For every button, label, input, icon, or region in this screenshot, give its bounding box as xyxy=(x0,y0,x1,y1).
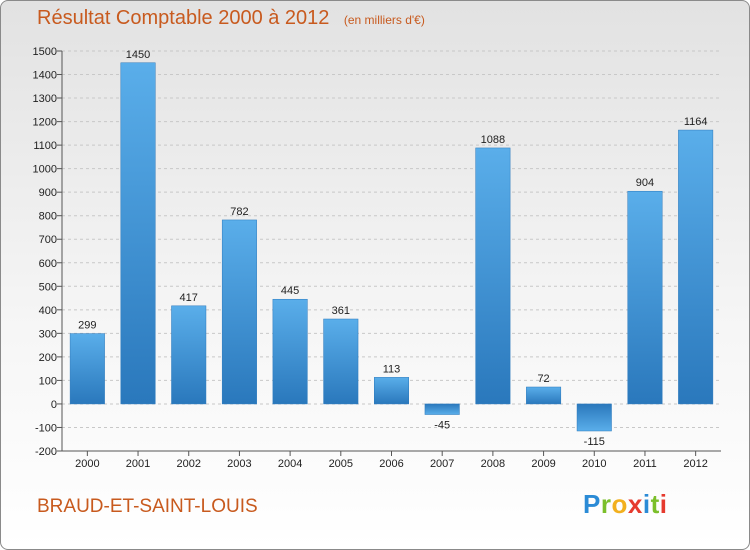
logo-letter: P xyxy=(583,489,601,519)
bar xyxy=(374,377,409,405)
y-tick-label: 1200 xyxy=(33,117,57,129)
data-label: 361 xyxy=(332,305,350,317)
y-tick-label: 200 xyxy=(39,352,57,364)
data-label: 417 xyxy=(180,292,198,304)
y-tick-label: -100 xyxy=(35,422,57,434)
x-tick-label: 2004 xyxy=(278,458,302,470)
bar xyxy=(475,147,511,405)
y-tick-label: 500 xyxy=(39,281,57,293)
y-tick-label: 300 xyxy=(39,328,57,340)
logo-letter: i xyxy=(642,489,651,519)
y-tick-label: 600 xyxy=(39,258,57,270)
chart-title-unit: (en milliers d'€) xyxy=(343,13,425,27)
y-tick-label: 1500 xyxy=(33,46,57,58)
x-tick-label: 2010 xyxy=(582,458,606,470)
x-tick-label: 2007 xyxy=(430,458,454,470)
bar xyxy=(171,305,207,405)
logo-letter: x xyxy=(627,489,643,519)
y-tick-label: -200 xyxy=(35,446,57,458)
bar xyxy=(272,298,308,405)
bar xyxy=(323,318,359,405)
chart-title-main: Résultat Comptable 2000 à 2012 xyxy=(37,7,330,29)
bar xyxy=(526,386,562,405)
x-tick-label: 2000 xyxy=(75,458,99,470)
bar xyxy=(627,190,663,405)
label-layer: 299 1450 417 782 445 361 113 -45 1088 72 -115 904 11… xyxy=(78,49,707,448)
bar xyxy=(576,403,612,432)
data-label: 1450 xyxy=(126,49,150,61)
bar xyxy=(120,62,156,405)
data-label: 299 xyxy=(78,320,96,332)
x-tick-label: 2002 xyxy=(176,458,200,470)
x-tick-label: 2011 xyxy=(633,458,657,470)
bar xyxy=(69,333,105,405)
data-label: 445 xyxy=(281,285,299,297)
bar-layer xyxy=(69,62,714,432)
proxiti-logo: Proxiti xyxy=(583,489,667,520)
x-tick-label: 2003 xyxy=(227,458,251,470)
y-tick-label: 800 xyxy=(39,211,57,223)
x-tick-label: 2006 xyxy=(379,458,403,470)
x-tick-label: 2005 xyxy=(329,458,353,470)
y-tick-label: 400 xyxy=(39,305,57,317)
data-label: 72 xyxy=(537,373,549,385)
y-tick-label: 1400 xyxy=(33,70,57,82)
data-label: 904 xyxy=(636,177,654,189)
logo-letter: o xyxy=(611,489,628,519)
logo-letter: r xyxy=(600,489,612,519)
logo-letter: i xyxy=(659,489,668,519)
y-tick-label: 900 xyxy=(39,187,57,199)
y-tick-label: 1000 xyxy=(33,164,57,176)
chart-title: Résultat Comptable 2000 à 2012 (en milli… xyxy=(37,7,425,30)
logo-letter: t xyxy=(650,489,660,519)
data-label: -45 xyxy=(434,420,450,432)
data-label: 782 xyxy=(230,206,248,218)
data-label: 113 xyxy=(383,363,401,375)
y-tick-label: 0 xyxy=(51,399,57,411)
y-tick-label: 100 xyxy=(39,375,57,387)
bar xyxy=(678,129,714,405)
data-label: 1164 xyxy=(684,116,708,128)
x-tick-label: 2008 xyxy=(481,458,505,470)
bar xyxy=(424,403,460,415)
data-label: -115 xyxy=(584,436,605,448)
y-tick-label: 1300 xyxy=(33,93,57,105)
x-tick-label: 2012 xyxy=(683,458,707,470)
data-label: 1088 xyxy=(481,134,505,146)
y-tick-label: 700 xyxy=(39,234,57,246)
x-tick-label: 2001 xyxy=(126,458,150,470)
x-tick-label: 2009 xyxy=(531,458,555,470)
y-tick-label: 1100 xyxy=(33,140,57,152)
commune-name: BRAUD-ET-SAINT-LOUIS xyxy=(37,496,258,517)
axis-layer: -200 -100 0 100 200 300 400 500 600 700 800 900 1000… xyxy=(33,46,721,470)
bar xyxy=(221,219,257,405)
